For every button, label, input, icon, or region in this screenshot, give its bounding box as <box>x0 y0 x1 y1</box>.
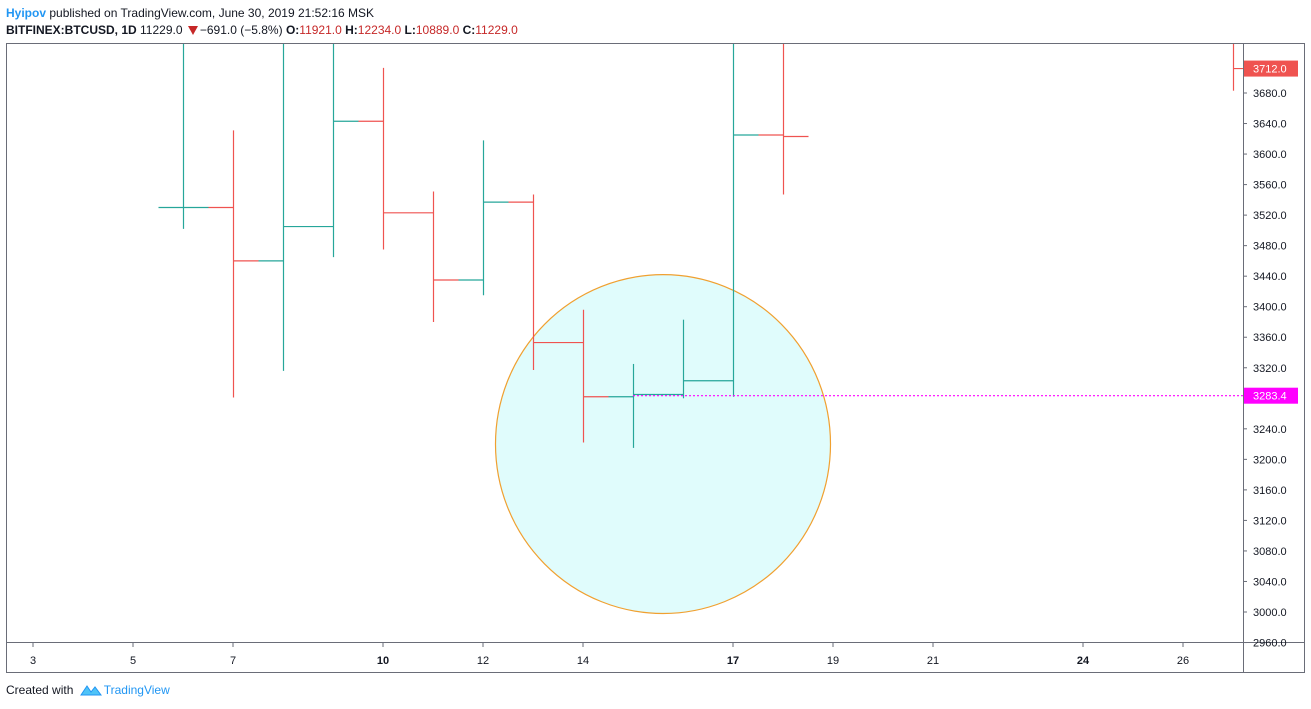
time-tick-label: 14 <box>577 655 589 667</box>
price-tick-label: 3320.0 <box>1253 363 1287 375</box>
ohlc-bar[interactable] <box>658 319 709 399</box>
time-tick-label: 26 <box>1177 655 1189 667</box>
price-change: −691.0 (−5.8%) <box>199 23 283 37</box>
symbol-label[interactable]: BITFINEX:BTCUSD, 1D <box>6 23 137 37</box>
ohlc-bar[interactable] <box>208 130 259 398</box>
close-label: C: <box>462 23 476 37</box>
hline-price-marker: 3283.4 <box>1244 387 1298 404</box>
footer: Created with TradingView <box>6 683 170 697</box>
chart-frame <box>6 43 1305 673</box>
open-label: O: <box>285 23 300 37</box>
ohlc-line: BITFINEX:BTCUSD, 1D 11229.0 −691.0 (−5.8… <box>6 22 518 39</box>
hline-price-marker-bg <box>1244 387 1298 404</box>
time-tick-label: 21 <box>927 655 939 667</box>
price-tick-label: 3080.0 <box>1253 546 1287 558</box>
high-label: H: <box>345 23 358 37</box>
price-tick-label: 3200.0 <box>1253 454 1287 466</box>
price-axis[interactable]: 2960.0 3000.0 3040.0 3080.0 3120.0 3160.0 3200… <box>1243 88 1287 650</box>
down-arrow-icon <box>187 26 198 35</box>
ohlc-bar[interactable] <box>608 363 659 448</box>
plot-area[interactable] <box>158 9 1259 615</box>
price-tick-label: 3040.0 <box>1253 576 1287 588</box>
low-label: L: <box>404 23 416 37</box>
last-price-marker-label: 3712.0 <box>1253 64 1287 76</box>
price-tick-label: 3480.0 <box>1253 241 1287 253</box>
price-tick-label: 3000.0 <box>1253 607 1287 619</box>
time-tick-label: 19 <box>827 655 839 667</box>
time-tick-label: 7 <box>230 655 236 667</box>
chart-header: Hyipov published on TradingView.com, Jun… <box>6 5 518 39</box>
author-link[interactable]: Hyipov <box>6 6 47 20</box>
time-axis[interactable]: 3 5 7 10 12 14 17 19 21 24 26 <box>30 642 1189 667</box>
ohlc-bar[interactable] <box>1209 9 1259 91</box>
time-tick-label: 10 <box>377 655 389 667</box>
ohlc-bar[interactable] <box>508 194 559 371</box>
high-value: 12234.0 <box>357 23 402 37</box>
price-tick-label: 2960.0 <box>1253 638 1287 650</box>
price-tick-label: 3120.0 <box>1253 515 1287 527</box>
ohlc-bar[interactable] <box>458 140 509 296</box>
low-value: 10889.0 <box>415 23 460 37</box>
created-with-text: Created with <box>6 683 74 697</box>
price-tick-label: 3680.0 <box>1253 88 1287 100</box>
ohlc-bar[interactable] <box>758 9 809 195</box>
publish-info: published on TradingView.com, June 30, 2… <box>46 6 375 20</box>
tradingview-brand-link[interactable]: TradingView <box>103 683 170 697</box>
time-tick-label: 5 <box>130 655 136 667</box>
publish-line: Hyipov published on TradingView.com, Jun… <box>6 5 518 22</box>
price-tick-label: 3400.0 <box>1253 302 1287 314</box>
last-price-marker-bg <box>1244 60 1298 77</box>
time-tick-label: 12 <box>477 655 489 667</box>
ohlc-bar[interactable] <box>308 9 359 258</box>
last-price-marker: 3712.0 <box>1244 60 1298 77</box>
ohlc-bar[interactable] <box>408 191 459 322</box>
close-value: 11229.0 <box>475 23 518 37</box>
price-tick-label: 3520.0 <box>1253 210 1287 222</box>
time-tick-label: 17 <box>727 655 739 667</box>
price-markers: 3712.0 3283.4 <box>1244 60 1298 404</box>
price-tick-label: 3440.0 <box>1253 271 1287 283</box>
price-tick-label: 3640.0 <box>1253 119 1287 131</box>
price-tick-label: 3240.0 <box>1253 424 1287 436</box>
ohlc-bar[interactable] <box>558 309 609 443</box>
highlight-circle[interactable] <box>494 274 832 615</box>
time-tick-label: 24 <box>1077 655 1090 667</box>
price-tick-label: 3360.0 <box>1253 332 1287 344</box>
price-tick-label: 3600.0 <box>1253 149 1287 161</box>
ohlc-bar[interactable] <box>158 9 209 229</box>
tradingview-logo-icon[interactable] <box>79 683 102 697</box>
hline-price-marker-label: 3283.4 <box>1253 391 1287 403</box>
time-tick-label: 3 <box>30 655 36 667</box>
ohlc-bar[interactable] <box>708 9 759 397</box>
last-price: 11229.0 <box>140 23 183 37</box>
open-value: 11921.0 <box>299 23 342 37</box>
price-tick-label: 3560.0 <box>1253 180 1287 192</box>
ohlc-bar[interactable] <box>358 67 409 250</box>
price-tick-label: 3160.0 <box>1253 485 1287 497</box>
ohlc-bar[interactable] <box>258 9 309 371</box>
